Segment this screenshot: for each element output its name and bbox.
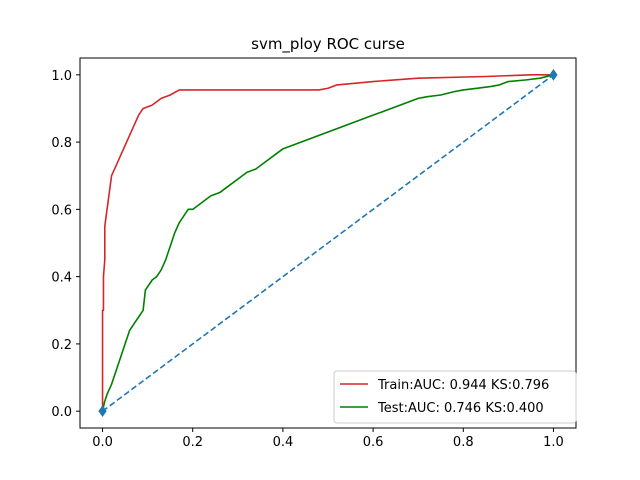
x-tick-label: 0.8: [453, 435, 474, 450]
y-tick-label: 0.8: [51, 136, 72, 151]
chart-title: svm_ploy ROC curse: [251, 35, 405, 54]
y-axis: 0.0 0.2 0.4 0.6 0.8 1.0: [51, 69, 80, 420]
legend-train-label: Train:AUC: 0.944 KS:0.796: [377, 378, 549, 393]
y-tick-label: 0.6: [51, 203, 72, 218]
y-tick-label: 0.4: [51, 271, 72, 286]
baseline-roc-line: [102, 74, 554, 412]
series-layer: [98, 68, 558, 418]
x-tick-label: 1.0: [543, 435, 564, 450]
test-roc-line: [101, 74, 554, 412]
baseline-marker-0: [98, 405, 107, 418]
legend-box: [333, 370, 577, 424]
x-tick-label: 0.0: [92, 435, 113, 450]
train-roc-line: [101, 74, 554, 412]
legend: Train:AUC: 0.944 KS:0.796 Test:AUC: 0.74…: [333, 370, 577, 424]
y-tick-label: 0.0: [51, 405, 72, 420]
y-tick-label: 0.2: [51, 338, 72, 353]
x-tick-label: 0.2: [182, 435, 203, 450]
x-tick-label: 0.4: [273, 435, 294, 450]
x-tick-label: 0.6: [363, 435, 384, 450]
y-tick-label: 1.0: [51, 69, 72, 84]
plot-frame: [79, 57, 577, 429]
baseline-marker-1: [549, 68, 558, 81]
legend-test-label: Test:AUC: 0.746 KS:0.400: [377, 401, 544, 416]
x-axis: 0.0 0.2 0.4 0.6 0.8 1.0: [92, 428, 564, 450]
